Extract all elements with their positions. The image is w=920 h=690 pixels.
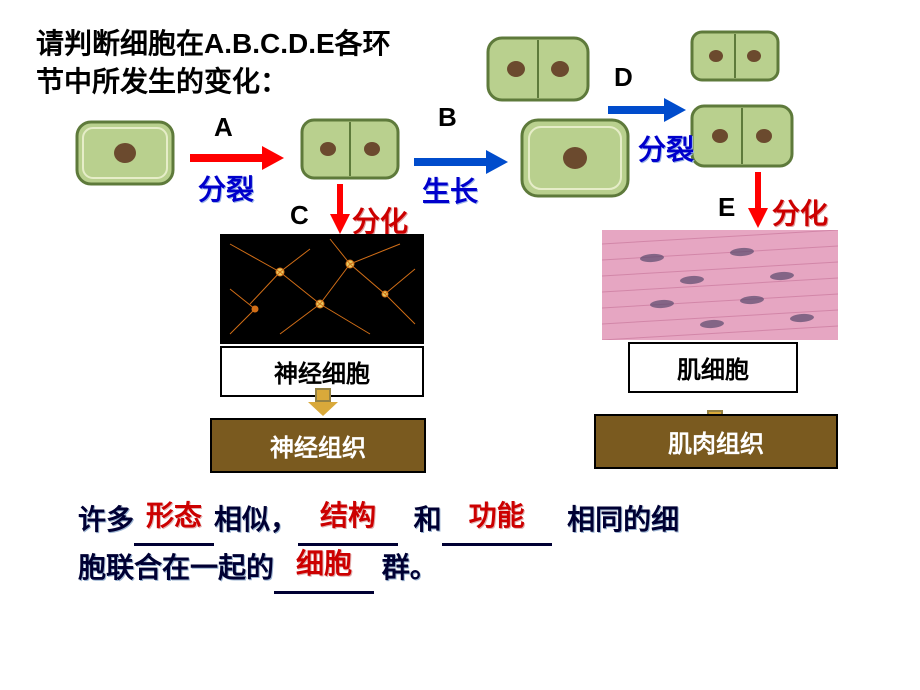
definition-sentence: 许多形态相似， 结构 和功能 相同的细 胞联合在一起的细胞 群。 [78, 498, 868, 594]
muscle-image [602, 230, 838, 340]
sent-p1: 许多 [78, 504, 134, 535]
cell-c1 [75, 120, 175, 186]
cell-c5-top [690, 30, 780, 82]
title-line2: 节中所发生的变化： [36, 62, 288, 101]
letter-a: A [214, 112, 233, 143]
process-b: 生长 [422, 170, 478, 210]
title-line1: 请判断细胞在A.B.C.D.E各环 [36, 24, 391, 63]
blank2: 结构 [320, 500, 376, 531]
process-d: 分裂 [638, 128, 694, 168]
letter-b: B [438, 102, 457, 133]
arrow-e [748, 172, 768, 228]
neuron-image [220, 234, 424, 344]
sent-p2: 相似， [214, 504, 298, 535]
arrow-a [190, 146, 284, 170]
sent-p4: 相同的细 [567, 504, 679, 535]
cell-c4-top [486, 36, 590, 102]
sent-p3: 和 [414, 504, 442, 535]
process-e: 分化 [772, 192, 828, 232]
muscle-tissue-box: 肌肉组织 [594, 414, 838, 469]
blank1: 形态 [146, 500, 202, 531]
cell-c5-bot [690, 104, 794, 168]
sent-p6: 群。 [382, 552, 438, 583]
letter-c: C [290, 200, 309, 231]
letter-d: D [614, 62, 633, 93]
cell-c3 [520, 118, 630, 198]
arrow-d [608, 98, 686, 122]
sent-p5: 胞联合在一起的 [78, 552, 274, 583]
blank3: 功能 [469, 500, 525, 531]
blank4: 细胞 [296, 548, 352, 579]
cell-c2 [300, 118, 400, 180]
block-arrow-nerve [308, 388, 338, 414]
process-a: 分裂 [198, 168, 254, 208]
muscle-cell-box: 肌细胞 [628, 342, 798, 393]
arrow-c [330, 184, 350, 234]
nerve-tissue-box: 神经组织 [210, 418, 426, 473]
letter-e: E [718, 192, 735, 223]
